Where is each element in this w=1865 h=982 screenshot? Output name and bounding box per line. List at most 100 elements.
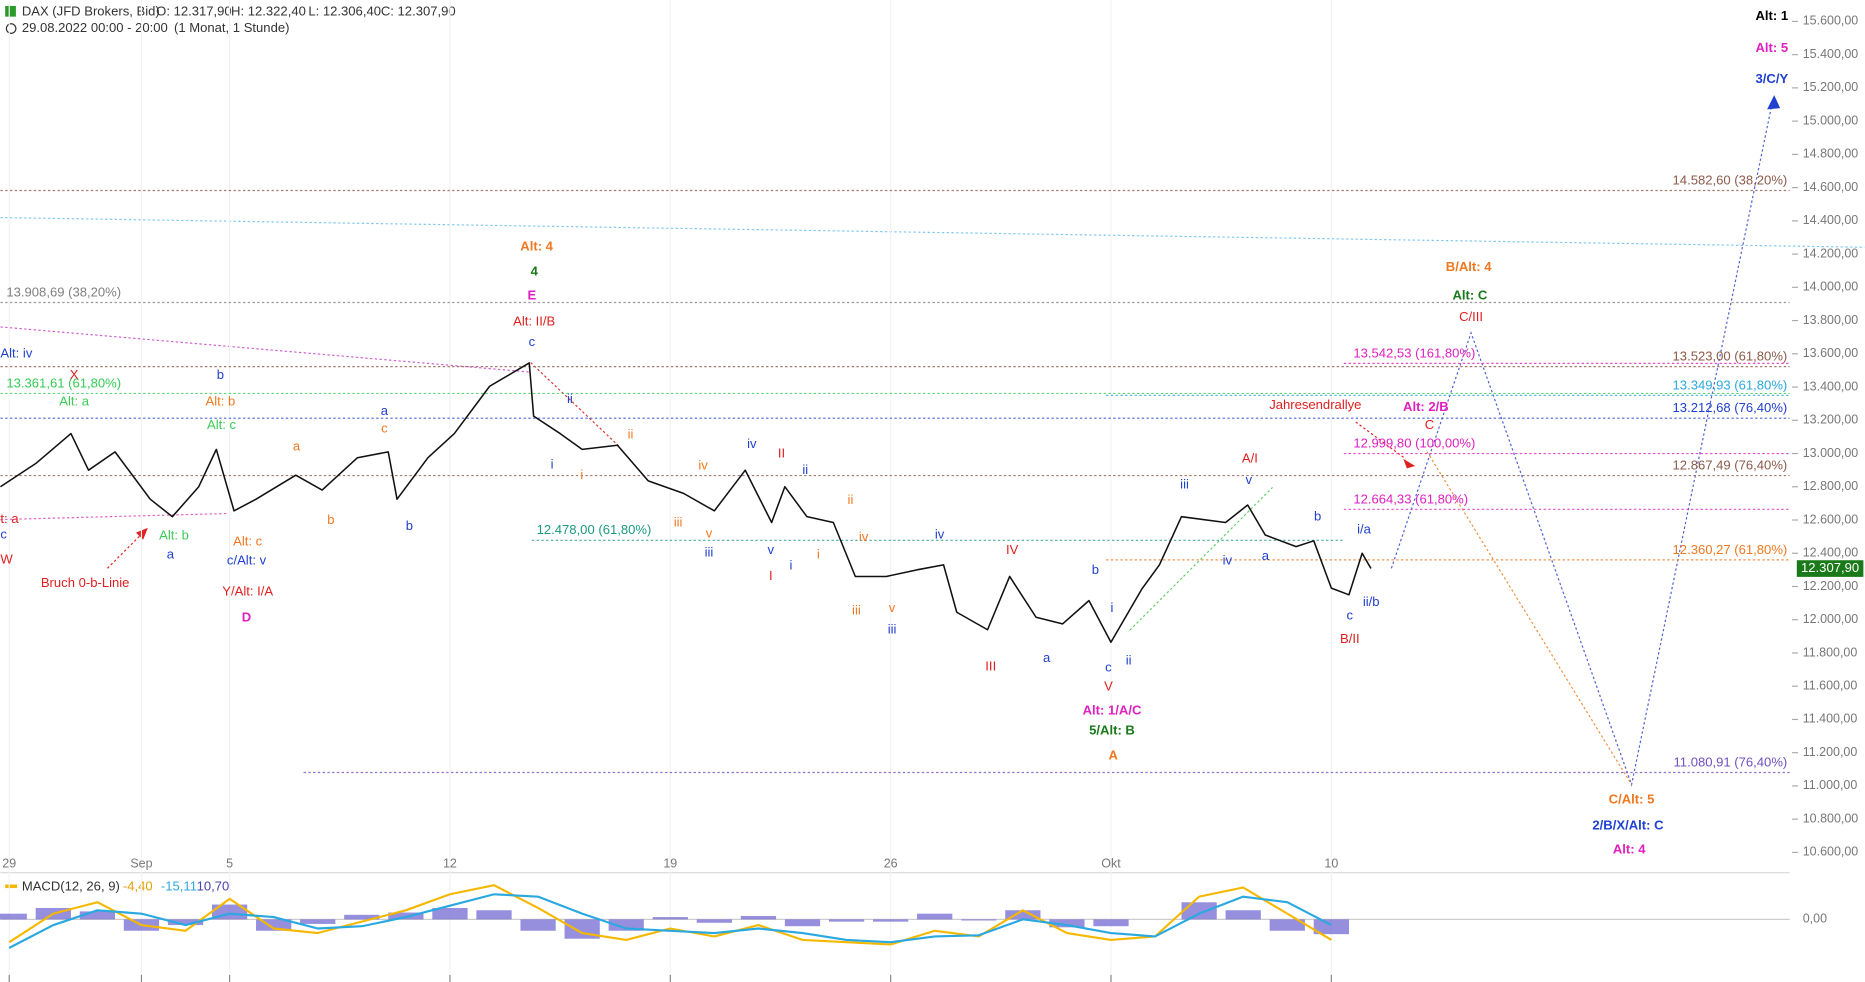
macd-histogram-bar [652,917,688,920]
wave-label: i [551,456,554,471]
wave-label: b [1092,562,1099,577]
wave-label: i [790,557,793,572]
y-tick-label: 12.600,00 [1803,512,1859,526]
fib-label: 14.582,60 (38,20%) [1673,172,1788,187]
macd-histogram-bar [1049,919,1085,928]
wave-label: ii [848,492,854,507]
wave-label: c [381,421,388,436]
wave-label: v [768,542,775,557]
symbol-title: DAX (JFD Brokers, Bid) [22,3,160,18]
trend-line [530,362,620,447]
period: 29.08.2022 00:00 - 20:00 [22,20,168,35]
wave-label: C [1425,417,1434,432]
y-tick-label: 11.800,00 [1803,645,1858,659]
wave-label: iii [674,515,683,530]
x-tick-label: 5 [226,857,233,871]
wave-label: Alt: 2/B [1403,399,1449,414]
wave-label: ii [567,391,573,406]
fib-label: 13.361,61 (61,80%) [6,375,121,390]
wave-label: a [167,547,175,562]
wave-label: ii [802,462,808,477]
wave-label: Alt: c [233,534,263,549]
wave-label: Jahresendrallye [1269,397,1361,412]
arrow [107,534,142,569]
macd-histogram-bar [696,919,732,923]
y-tick-label: 14.200,00 [1803,246,1859,260]
x-tick-label: Okt [1101,857,1121,871]
wave-label: iv [747,436,757,451]
wave-label: IV [1006,542,1019,557]
x-tick-label: Sep [130,857,152,871]
wave-label: Alt: c [207,417,237,432]
wave-label: III [985,658,996,673]
wave-label: Alt: b [205,393,235,408]
macd-histogram-bar [300,919,336,924]
y-tick-label: 12.200,00 [1803,579,1859,593]
projection-path [1426,451,1633,785]
wave-label: X [70,367,79,382]
wave-label: i [817,547,820,562]
last-price-label: 12.307,90 [1801,560,1859,575]
wave-label: i [1111,600,1114,615]
macd-histogram-bar [79,911,116,920]
wave-label: Alt: II/B [513,314,555,329]
y-tick-label: 13.600,00 [1803,346,1859,360]
ohlc-low: L: 12.306,40 [308,3,381,18]
macd-histogram-bar [1181,902,1217,920]
y-tick-label: 14.400,00 [1803,213,1859,227]
y-tick-label: 0,00 [1803,912,1827,926]
macd-histogram-bar [1225,910,1261,920]
wave-label: Alt: iv [0,346,32,361]
x-tick-label: 29 [2,857,16,871]
ohlc-close: C: 12.307,90 [381,3,456,18]
y-tick-label: 15.400,00 [1803,47,1859,61]
wave-label: Bruch 0-b-Linie [41,575,130,590]
fib-label: 13.349,93 (61,80%) [1673,377,1788,392]
wave-label: C/Alt: 5 [1609,792,1655,807]
wave-label: D [242,610,251,625]
wave-label: b [217,367,224,382]
wave-label: c [529,334,536,349]
y-tick-label: 12.000,00 [1803,612,1859,626]
wave-label: c [1347,607,1354,622]
fib-label: 12.478,00 (61,80%) [537,522,652,537]
wave-label: V [1104,679,1113,694]
y-tick-label: 13.200,00 [1803,413,1859,427]
fib-label: 12.867,49 (76,40%) [1673,457,1788,472]
macd-histogram-bar [917,913,953,920]
wave-label: a [1043,650,1051,665]
macd-histogram-bar [476,910,512,920]
macd-histogram-bar [0,913,27,920]
wave-label: iii [705,544,714,559]
macd-histogram-bar [828,919,865,922]
x-tick-label: 10 [1324,857,1338,871]
wave-label: Alt: b [159,528,189,543]
wave-label: ii [1126,652,1132,667]
macd-histogram-bar [784,919,821,927]
interval: (1 Monat, 1 Stunde) [174,20,289,35]
wave-label: v [706,525,713,540]
trend-line [1129,487,1273,631]
macd-histogram-bar [1269,919,1305,931]
wave-label: 3/C/Y [1756,71,1789,86]
y-tick-label: 14.000,00 [1803,280,1859,294]
wave-label: Alt: 1/A/C [1083,702,1142,717]
wave-label: c [0,526,7,541]
wave-label: iv [698,457,708,472]
wave-label: A/I [1242,450,1258,465]
wave-label: W [0,551,13,566]
macd-histogram-bar [740,915,777,920]
macd-line [8,893,1332,949]
wave-label: I [769,568,773,583]
arrow-head [1767,95,1781,110]
y-tick-label: 10.800,00 [1803,811,1859,825]
wave-label: iv [935,526,945,541]
wave-label: c/Alt: v [227,553,267,568]
macd-line [8,884,1332,946]
wave-label: 4 [531,264,539,279]
y-tick-label: 15.000,00 [1803,113,1859,127]
wave-label: Alt: 5 [1756,40,1789,55]
macd-histogram-bar [432,907,468,920]
wave-label: C/III [1459,309,1483,324]
